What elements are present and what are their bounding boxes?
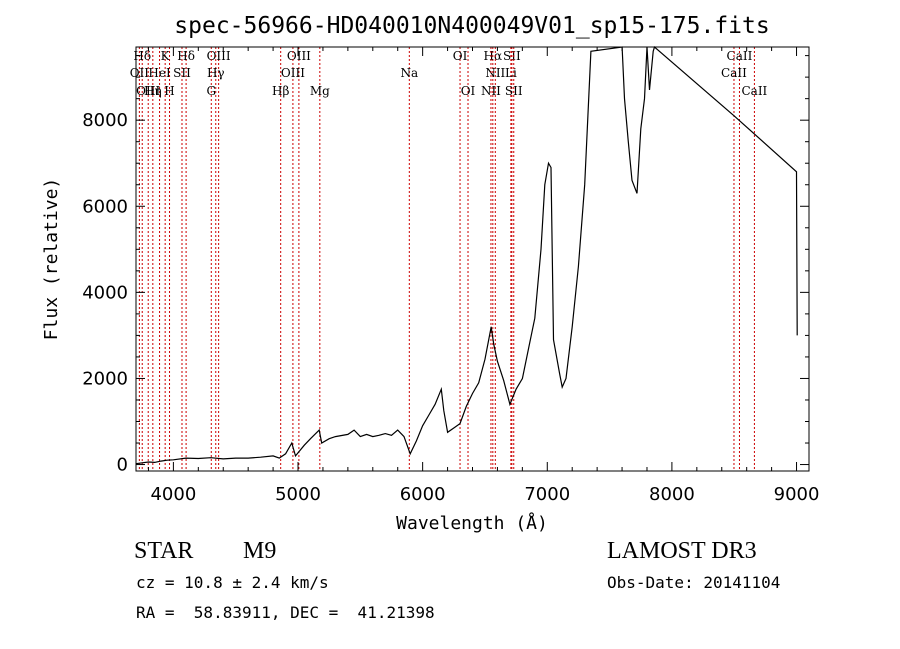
marker-label: Na	[400, 66, 418, 80]
marker-label: NII	[485, 66, 505, 80]
x-tick-label: 5000	[275, 484, 321, 505]
marker-label: Hδ	[177, 49, 195, 63]
chart-title: spec-56966-HD040010N400049V01_sp15-175.f…	[174, 13, 769, 39]
y-tick-label: 8000	[82, 110, 128, 131]
y-axis-label: Flux (relative)	[41, 178, 62, 341]
x-tick-label: 8000	[649, 484, 695, 505]
marker-label: CaII	[741, 84, 767, 98]
marker-label: Hα	[484, 49, 503, 63]
coordinates: RA = 58.83911, DEC = 41.21398	[136, 603, 435, 622]
marker-label: OI	[453, 49, 468, 63]
marker-label: OII	[130, 66, 150, 80]
observation-date: Obs-Date: 20141104	[607, 573, 781, 592]
spectrum-line	[135, 45, 798, 465]
marker-label: OIII	[287, 49, 311, 63]
x-tick-label: 6000	[400, 484, 446, 505]
marker-label: SII	[505, 84, 523, 98]
marker-label: HeI	[148, 66, 171, 80]
object-class: STAR	[134, 538, 194, 564]
x-tick-label: 7000	[524, 484, 570, 505]
marker-label: Hβ	[272, 84, 289, 98]
y-tick-label: 0	[117, 455, 128, 476]
marker-label: CaII	[727, 49, 753, 63]
marker-label: Hγ	[207, 66, 225, 80]
marker-label: SII	[173, 66, 191, 80]
plot-frame	[135, 46, 810, 472]
marker-label: Hη	[144, 84, 162, 98]
marker-label: NII	[481, 84, 501, 98]
marker-label: G	[206, 84, 216, 98]
marker-label: K	[161, 49, 171, 63]
marker-label: OIII	[281, 66, 305, 80]
y-tick-label: 4000	[82, 282, 128, 303]
x-axis-label: Wavelength (Å)	[396, 512, 548, 534]
axes: 4000 5000 6000 7000 8000 9000 0 2000 4000 6000 800…	[82, 47, 819, 505]
y-tick-label: 6000	[82, 196, 128, 217]
marker-label: OIII	[207, 49, 231, 63]
y-tick-label: 2000	[82, 368, 128, 389]
marker-label: CaII	[721, 66, 747, 80]
object-subclass: M9	[243, 538, 277, 564]
x-tick-label: 4000	[150, 484, 196, 505]
redshift-cz: cz = 10.8 ± 2.4 km/s	[136, 573, 329, 592]
marker-label: Hδ	[133, 49, 151, 63]
marker-label: Li	[505, 66, 517, 80]
x-tick-label: 9000	[774, 484, 820, 505]
marker-label: Mg	[310, 84, 330, 98]
marker-label: OIII	[136, 84, 160, 98]
marker-label: SII	[503, 49, 521, 63]
marker-label: H	[164, 84, 174, 98]
marker-label: OI	[461, 84, 476, 98]
survey-name: LAMOST DR3	[607, 538, 757, 564]
